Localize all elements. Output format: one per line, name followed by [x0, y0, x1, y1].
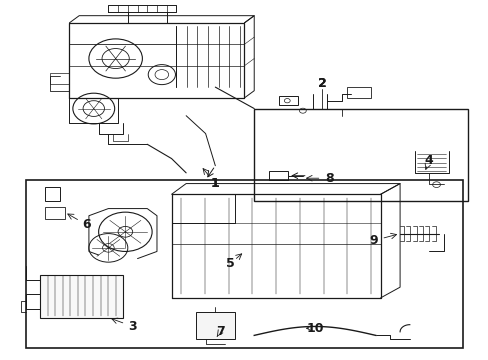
Text: 2: 2 — [317, 77, 326, 90]
Text: 6: 6 — [82, 218, 91, 231]
Bar — [50, 73, 69, 84]
Bar — [268, 171, 287, 180]
Text: 8: 8 — [325, 172, 333, 185]
Text: 9: 9 — [368, 234, 377, 247]
Text: 10: 10 — [305, 322, 323, 335]
Text: 3: 3 — [128, 320, 137, 333]
Bar — [26, 180, 462, 348]
Text: 1: 1 — [210, 177, 219, 190]
Bar — [40, 275, 122, 318]
Text: 2: 2 — [317, 77, 326, 90]
Bar — [45, 187, 60, 202]
Bar — [45, 207, 64, 219]
Bar — [196, 312, 234, 339]
Bar — [278, 96, 297, 105]
Text: 7: 7 — [215, 325, 224, 338]
Text: 5: 5 — [225, 257, 234, 270]
Bar — [346, 87, 370, 98]
Text: 1: 1 — [210, 177, 219, 190]
Text: 4: 4 — [424, 154, 433, 167]
Bar — [254, 109, 467, 202]
